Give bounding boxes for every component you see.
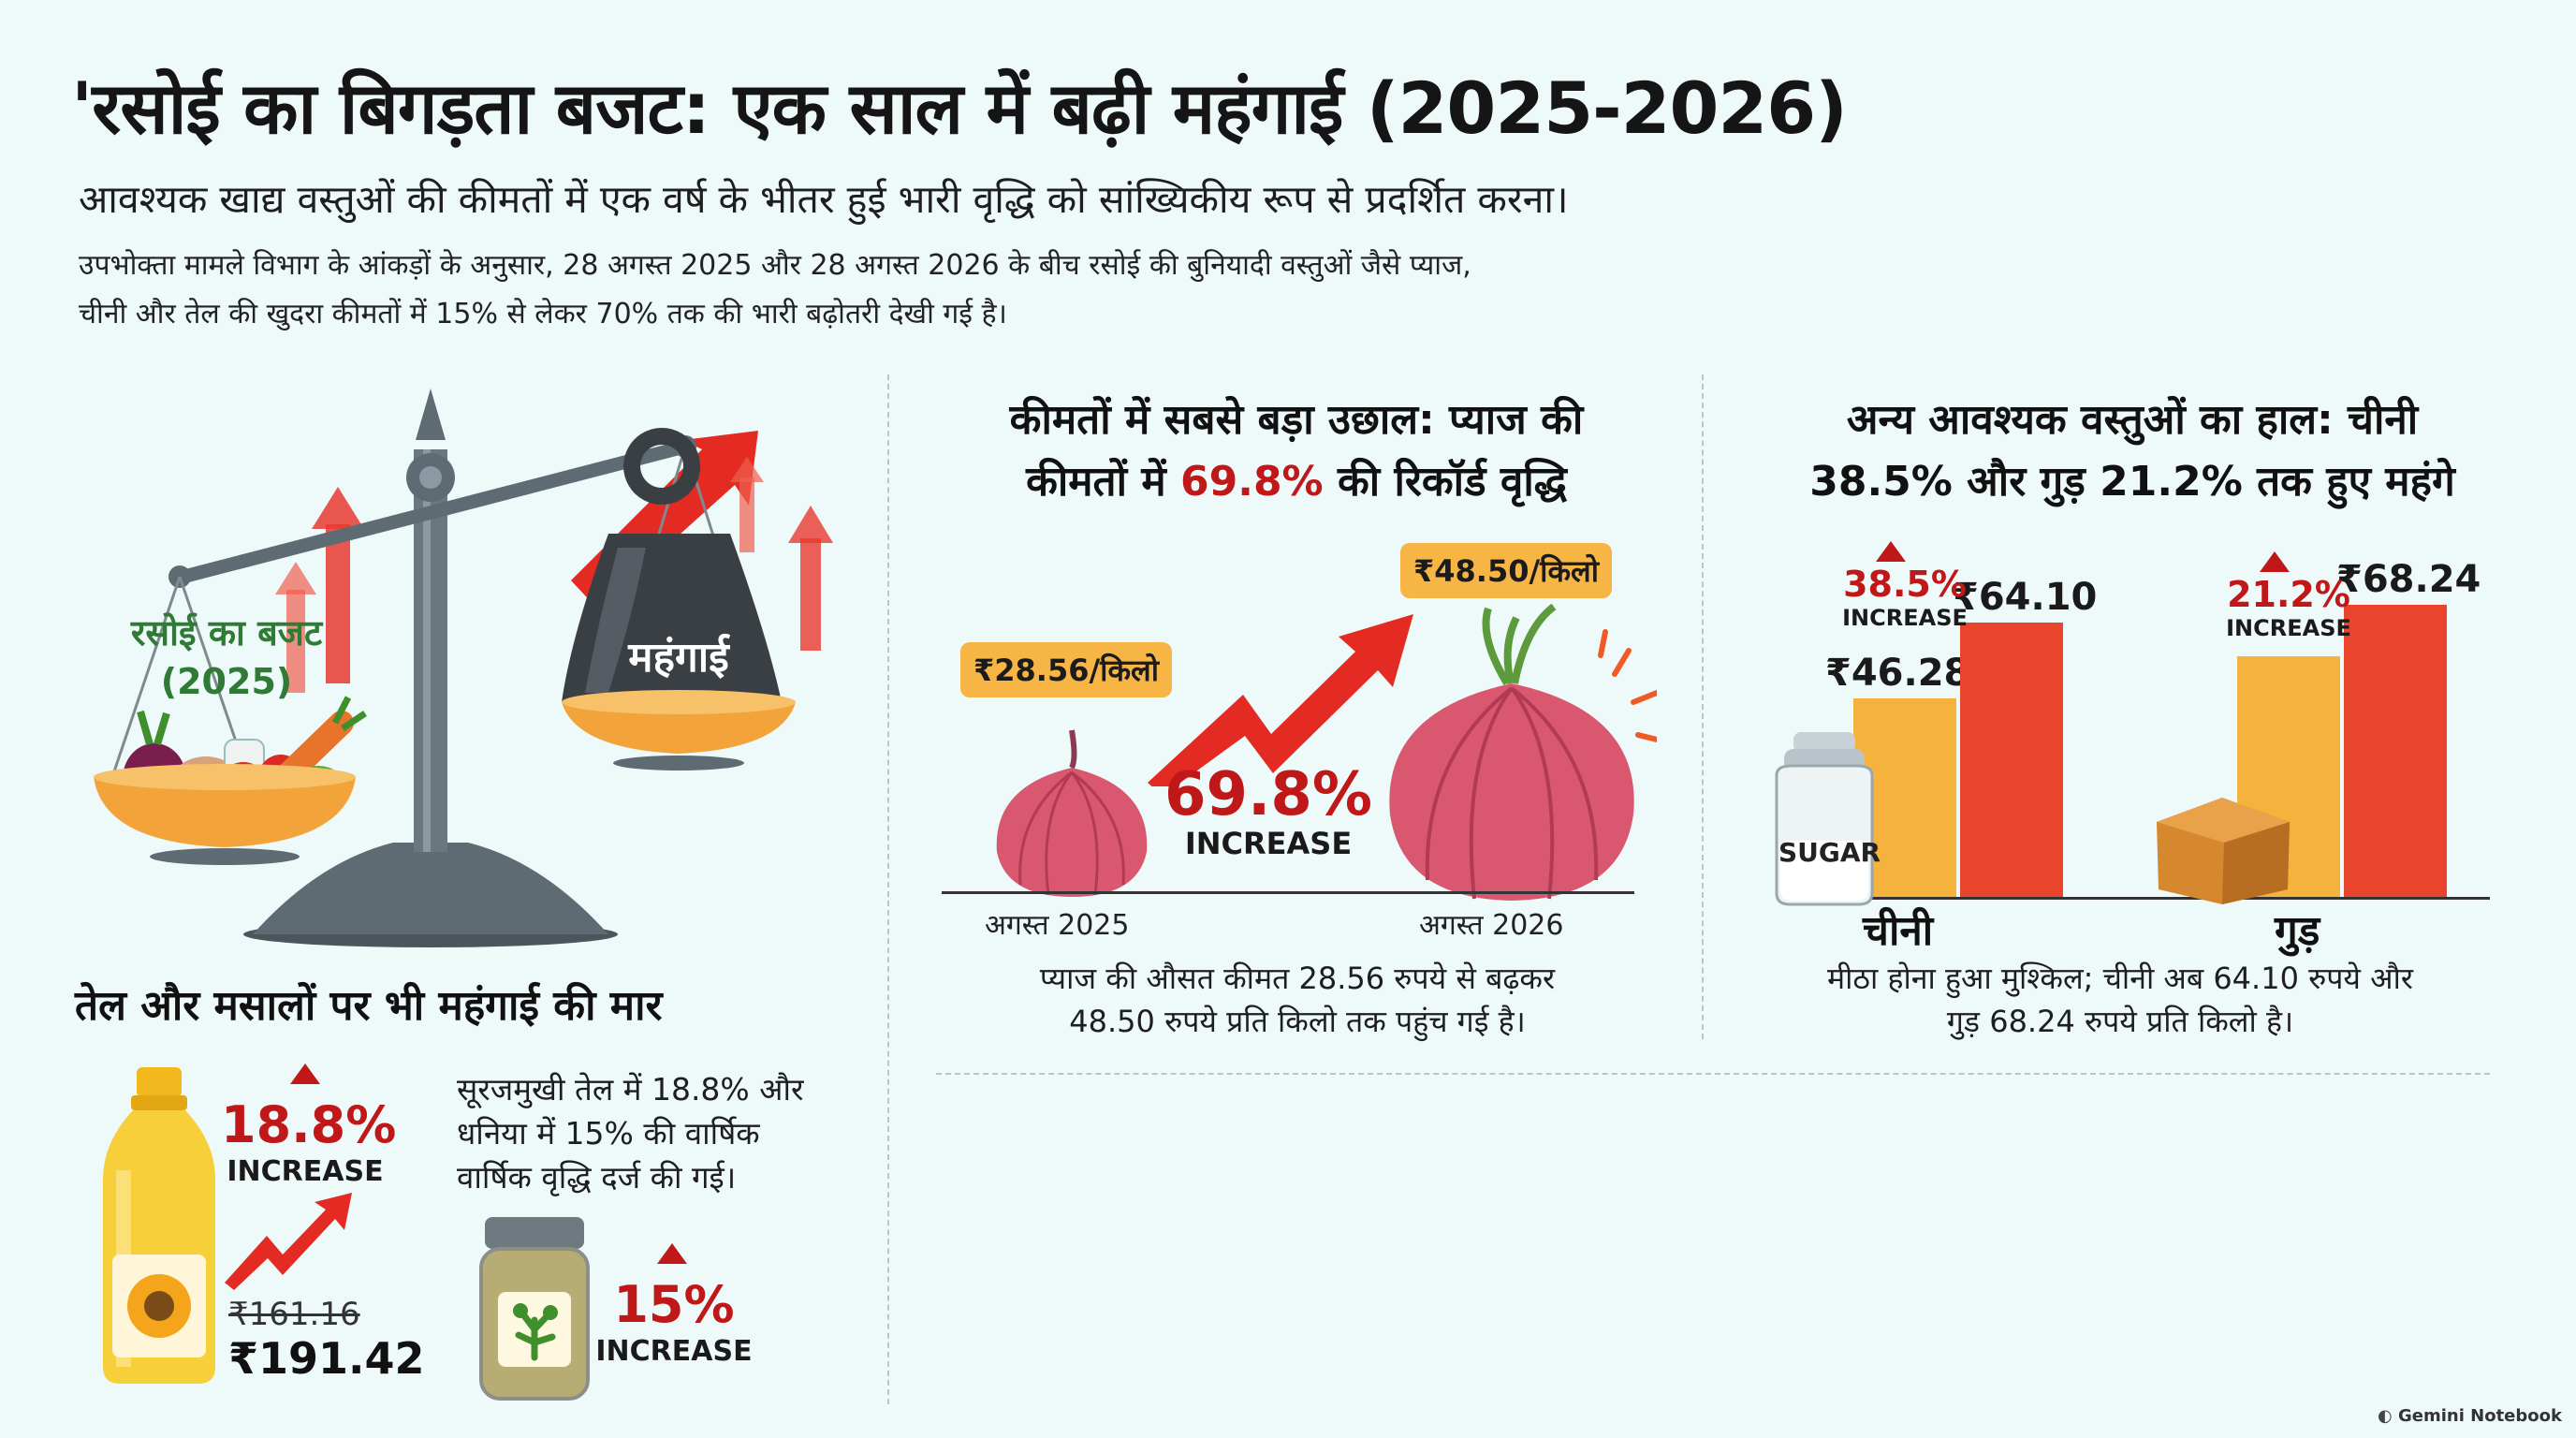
weight-icon	[562, 428, 782, 702]
oil-rise-arrow-icon	[225, 1193, 352, 1290]
onion-heading-pct: 69.8%	[1180, 458, 1324, 506]
onion-increase-pct: 69.8%	[1164, 760, 1373, 829]
increase-arrow-icon	[1876, 541, 1906, 562]
other-section-heading: अन्य आवश्यक वस्तुओं का हाल: चीनी 38.5% औ…	[1720, 389, 2544, 513]
sugar-jar-label: SUGAR	[1778, 837, 1881, 868]
oil-note: सूरजमुखी तेल में 18.8% और धनिया में 15% …	[457, 1067, 869, 1199]
divider-middle	[1702, 374, 1704, 1039]
bar-value-label: ₹46.28	[1825, 652, 1970, 695]
other-caption-line-2: गुड़ 68.24 रुपये प्रति किलो है।	[1946, 1004, 2294, 1039]
oil-note-line-1: सूरजमुखी तेल में 18.8% और	[457, 1071, 804, 1108]
other-heading-line-2: 38.5% और गुड़ 21.2% तक हुए महंगे	[1809, 458, 2455, 506]
balance-scale-illustration	[94, 389, 833, 947]
onion-label-2026: अगस्त 2026	[1419, 909, 1564, 942]
onion-heading-pre: कीमतों में	[1026, 458, 1180, 506]
oil-increase-pct: 18.8%	[221, 1095, 397, 1154]
coriander-increase-pct: 15%	[613, 1275, 735, 1334]
chart-baseline	[1835, 897, 2490, 900]
bar-value-label: ₹64.10	[1953, 576, 2098, 619]
onion-heading-post: की रिकॉर्ड वृद्धि	[1323, 458, 1567, 506]
intro-text: उपभोक्ता मामले विभाग के आंकड़ों के अनुसा…	[79, 242, 1857, 339]
oil-up-arrow-icon	[290, 1064, 320, 1084]
increase-pct: 38.5%	[1843, 564, 1967, 605]
oil-note-line-2: धनिया में 15% की वार्षिक	[457, 1115, 760, 1152]
other-heading-line-1: अन्य आवश्यक वस्तुओं का हाल: चीनी	[1846, 396, 2419, 444]
large-onion-icon	[1389, 603, 1657, 901]
page-subtitle: आवश्यक खाद्य वस्तुओं की कीमतों में एक वर…	[79, 177, 1569, 222]
budget-label-line-2: (2025)	[160, 661, 293, 702]
gemini-logo-icon: ◐	[2378, 1406, 2398, 1426]
oil-bottle-icon	[103, 1067, 215, 1384]
bar-sugar-2026	[1960, 623, 2063, 897]
oil-note-line-3: वार्षिक वृद्धि दर्ज की गई।	[457, 1159, 737, 1196]
coriander-increase-label: INCREASE	[595, 1335, 753, 1368]
onion-label-2025: अगस्त 2025	[985, 909, 1130, 942]
other-caption-line-1: मीठा होना हुआ मुश्किल; चीनी अब 64.10 रुप…	[1827, 961, 2413, 996]
increase-label: INCREASE	[2226, 615, 2351, 641]
intro-line-1: उपभोक्ता मामले विभाग के आंकड़ों के अनुसा…	[79, 249, 1471, 282]
onion-new-price-tag: ₹48.50/किलो	[1400, 543, 1613, 598]
increase-arrow-icon	[2260, 551, 2290, 572]
increase-pct: 21.2%	[2227, 574, 2350, 615]
oil-increase-label: INCREASE	[227, 1155, 384, 1188]
category-label: गुड़	[2275, 907, 2320, 955]
small-onion-icon	[996, 729, 1148, 897]
divider-horizontal	[936, 1073, 2490, 1075]
oil-section-heading: तेल और मसालों पर भी महंगाई की मार	[75, 982, 663, 1030]
onion-heading-line-2: कीमतों में 69.8% की रिकॉर्ड वृद्धि	[908, 451, 1685, 513]
watermark: ◐ Gemini Notebook	[2378, 1406, 2562, 1426]
sugar-jar-icon	[1775, 732, 1874, 906]
oil-old-price: ₹161.16	[228, 1296, 360, 1333]
onion-heading-line-1: कीमतों में सबसे बड़ा उछाल: प्याज की	[1009, 396, 1584, 444]
commodity-bar-chart: ₹46.28 ₹64.10 38.5% INCREASE चीनी ₹68.24 21.2%…	[1741, 524, 2509, 955]
other-caption: मीठा होना हुआ मुश्किल; चीनी अब 64.10 रुप…	[1722, 957, 2518, 1043]
coriander-up-arrow-icon	[657, 1243, 687, 1264]
inflation-weight-label: महंगाई	[628, 634, 729, 682]
bar-value-label: ₹68.24	[2336, 558, 2481, 601]
onion-rise-arrow-icon	[1148, 614, 1413, 786]
onion-baseline	[942, 891, 1634, 894]
onion-old-price-tag: ₹28.56/किलो	[960, 642, 1173, 697]
onion-caption-line-2: 48.50 रुपये प्रति किलो तक पहुंच गई है।	[1069, 1004, 1526, 1039]
onion-caption-line-1: प्याज की औसत कीमत 28.56 रुपये से बढ़कर	[1039, 961, 1556, 996]
page-title: 'रसोई का बिगड़ता बजट: एक साल में बढ़ी मह…	[71, 66, 1848, 150]
onion-section-heading: कीमतों में सबसे बड़ा उछाल: प्याज की कीमत…	[908, 389, 1685, 513]
increase-label: INCREASE	[1842, 605, 1968, 631]
category-label: चीनी	[1863, 907, 1934, 955]
budget-label-line-1: रसोई का बजट	[130, 612, 323, 653]
intro-line-2: चीनी और तेल की खुदरा कीमतों में 15% से ल…	[79, 298, 1007, 330]
onion-increase-label: INCREASE	[1184, 826, 1353, 861]
oil-new-price: ₹191.42	[228, 1333, 425, 1384]
onion-caption: प्याज की औसत कीमत 28.56 रुपये से बढ़कर 4…	[914, 957, 1681, 1043]
budget-label: रसोई का बजट (2025)	[105, 609, 348, 706]
watermark-text: Gemini Notebook	[2397, 1406, 2562, 1426]
jaggery-block-icon	[2157, 798, 2290, 904]
bar-jaggery-2026	[2344, 605, 2447, 897]
coriander-jar-icon	[479, 1217, 590, 1401]
divider-left	[887, 374, 889, 1404]
